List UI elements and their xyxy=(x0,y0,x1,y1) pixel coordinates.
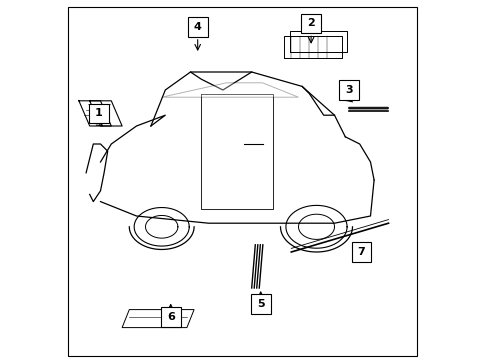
Text: 1: 1 xyxy=(95,108,102,118)
FancyBboxPatch shape xyxy=(351,242,371,262)
Text: 6: 6 xyxy=(166,312,174,322)
Text: 7: 7 xyxy=(357,247,365,257)
FancyBboxPatch shape xyxy=(89,104,108,123)
Polygon shape xyxy=(122,310,194,328)
FancyBboxPatch shape xyxy=(301,13,320,33)
Text: 2: 2 xyxy=(306,18,314,28)
FancyBboxPatch shape xyxy=(250,294,270,314)
Text: 4: 4 xyxy=(193,22,201,32)
Text: 5: 5 xyxy=(256,299,264,309)
Polygon shape xyxy=(162,83,298,97)
Text: 3: 3 xyxy=(345,85,352,95)
FancyBboxPatch shape xyxy=(161,307,180,327)
FancyBboxPatch shape xyxy=(338,80,358,100)
FancyBboxPatch shape xyxy=(187,17,207,37)
